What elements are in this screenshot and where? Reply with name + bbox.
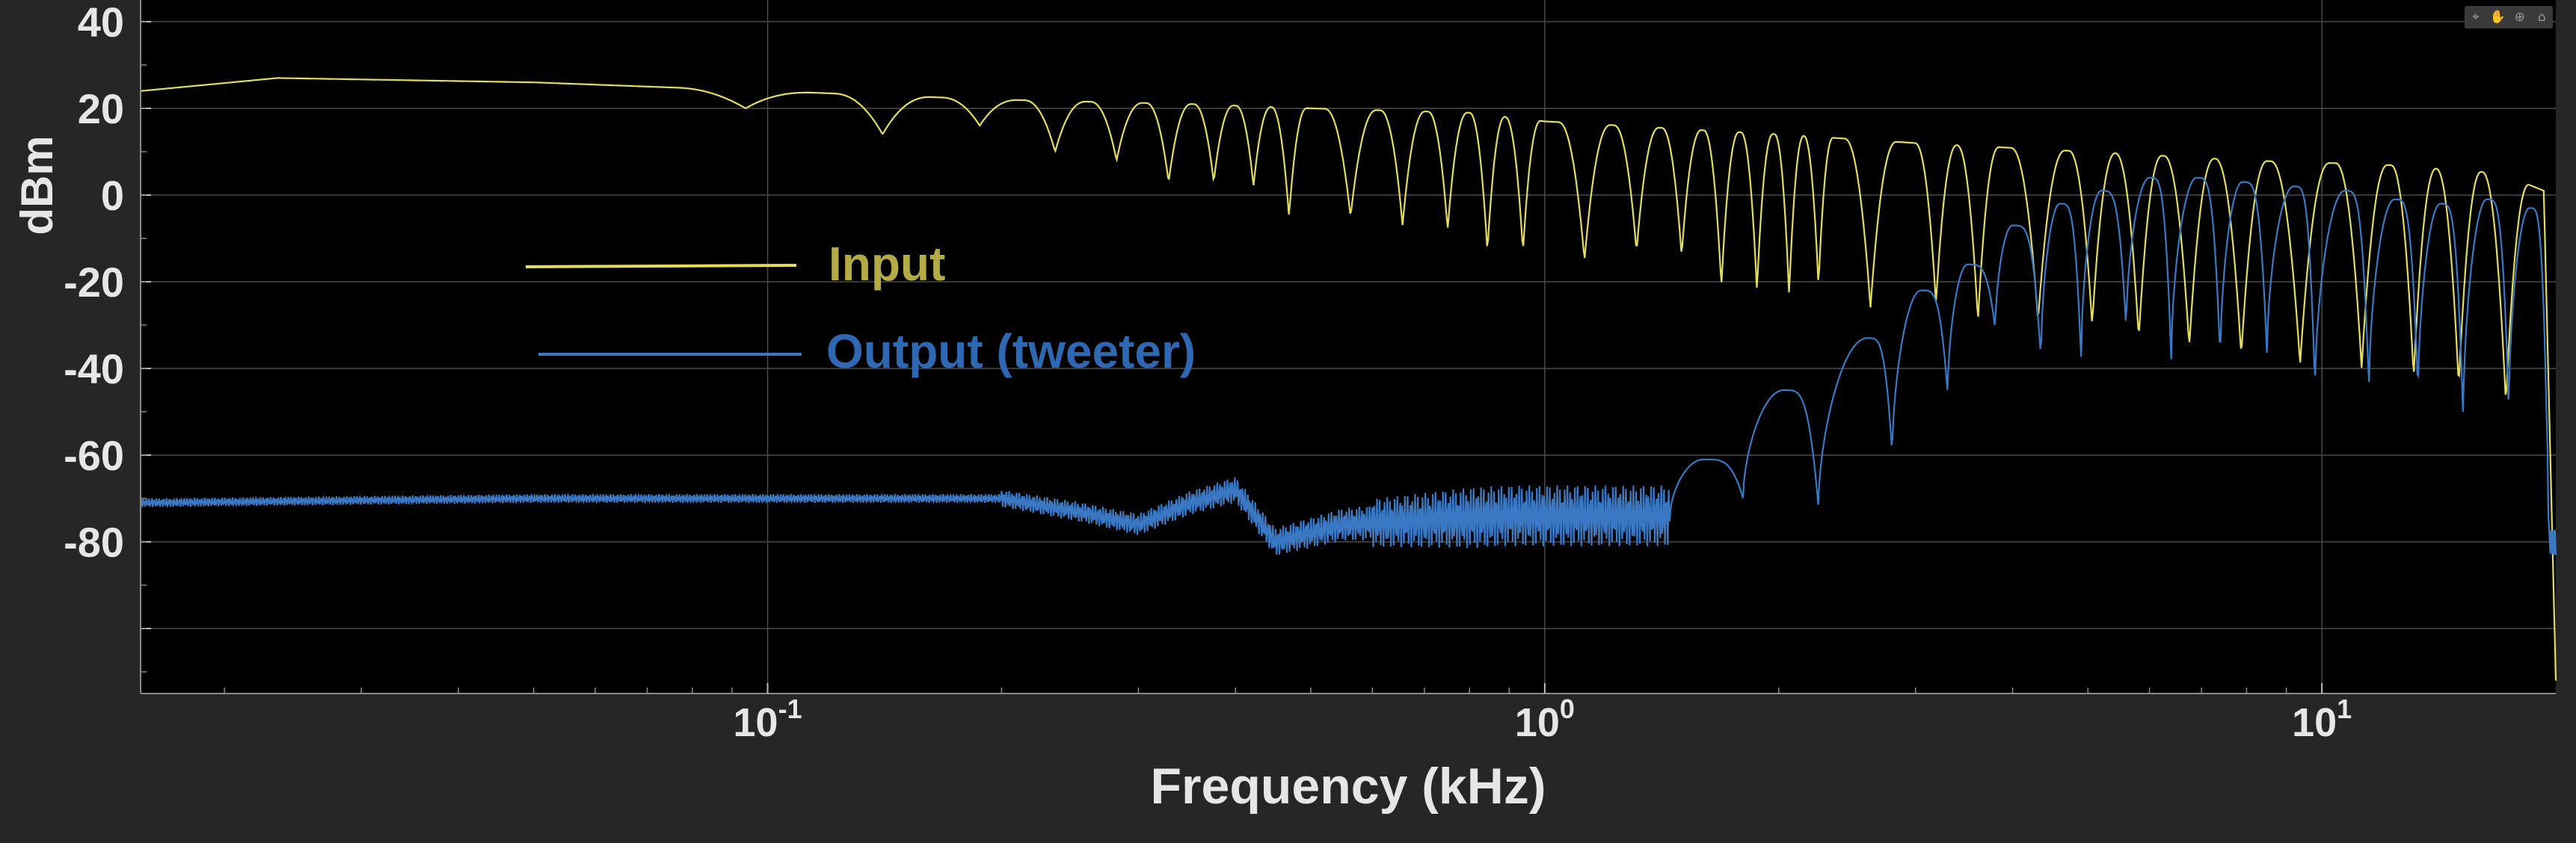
x-tick-label: 101 <box>2292 694 2352 745</box>
y-tick-label: -20 <box>64 259 124 306</box>
series <box>139 77 2557 681</box>
x-tick-label: 100 <box>1515 694 1575 745</box>
legend-input-label: Input <box>829 237 945 291</box>
grid <box>141 0 2556 694</box>
legend-input-swatch <box>525 264 797 268</box>
zoom-in-icon[interactable]: ⊕ <box>2514 10 2525 25</box>
y-tick-label: 0 <box>101 172 124 219</box>
pan-icon[interactable]: ✋ <box>2489 10 2506 25</box>
axes <box>140 0 2556 694</box>
axes-toolbar: ⌖ ✋ ⊕ ⌂ <box>2465 6 2553 28</box>
legend[interactable]: Input Output (tweeter) <box>525 237 1196 378</box>
restore-view-icon[interactable]: ⌂ <box>2537 10 2546 25</box>
x-tick-label: 10-1 <box>734 694 802 745</box>
plot-area <box>141 0 2556 694</box>
ticks: 40 20 0 -20 -40 -60 -80 10-1 100 101 <box>64 0 2352 745</box>
y-tick-label: -60 <box>64 432 124 479</box>
y-tick-label: 40 <box>78 0 124 46</box>
y-tick-label: -40 <box>64 345 124 392</box>
y-tick-label: -80 <box>64 519 124 566</box>
x-axis-label: Frequency (kHz) <box>1151 758 1546 815</box>
data-tips-icon[interactable]: ⌖ <box>2471 10 2480 25</box>
input-series-line <box>140 77 2557 681</box>
y-axis-label: dBm <box>12 135 62 235</box>
y-tick-label: 20 <box>78 85 124 132</box>
output-series-line <box>139 176 2557 555</box>
legend-output-label: Output (tweeter) <box>826 324 1196 378</box>
